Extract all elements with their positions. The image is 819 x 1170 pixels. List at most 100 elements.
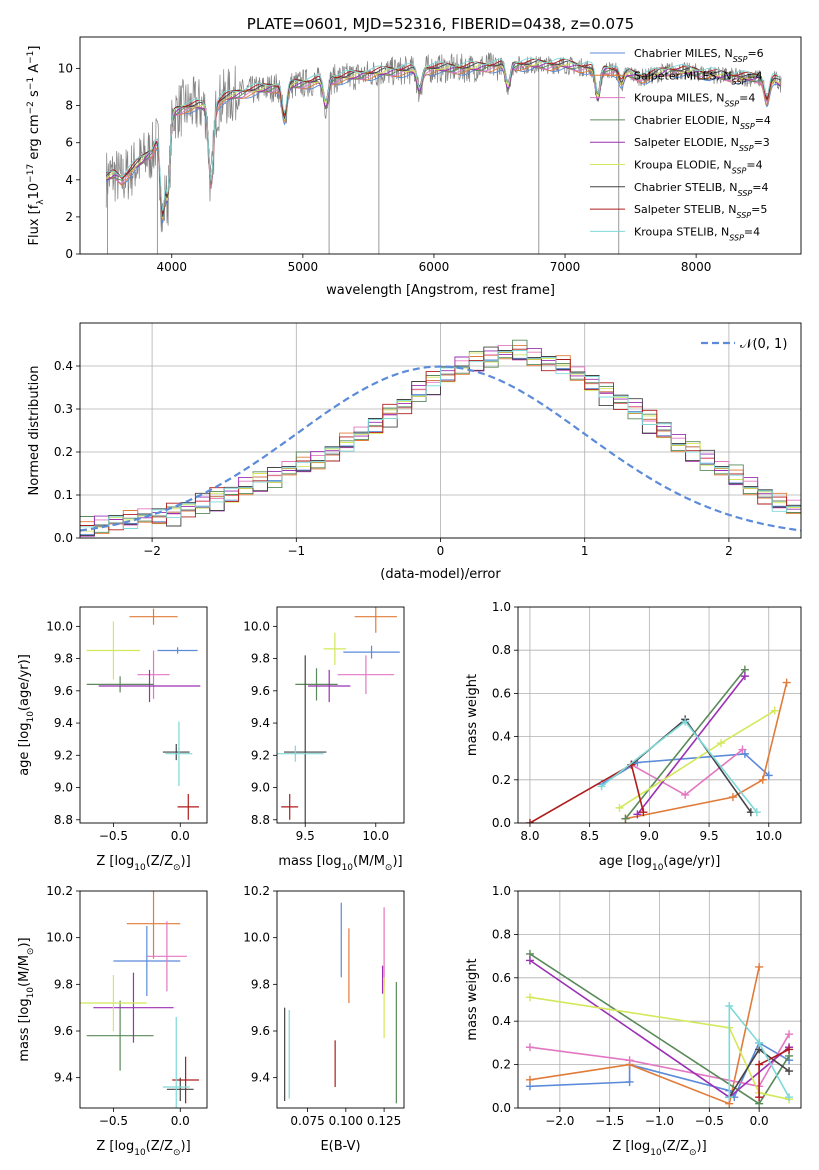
legend-label: Salpeter MILES, NSSP=4 (634, 69, 763, 86)
model-line-kroupa-miles (106, 64, 781, 218)
normal-curve (80, 365, 801, 532)
marker-kroupa-stelib (725, 1093, 734, 1102)
label-part: 10 (342, 863, 354, 873)
x-tick-label: 0.0 (750, 1114, 769, 1128)
age_vs_mass-axes: 9.5 10.0 8.8 9.0 9.2 9.4 9.6 9.8 10.0 (243, 619, 389, 843)
age_vs_mass-points (277, 607, 400, 823)
chart-title: PLATE=0601, MJD=52316, FIBERID=0438, z=0… (247, 15, 634, 33)
y-axis-label: Normed distribution (27, 366, 42, 496)
y-tick-label: 4 (65, 173, 73, 187)
label-part: 10 (26, 987, 36, 999)
label-part: 10 (652, 863, 664, 873)
label-part: (age/yr)] (17, 654, 32, 711)
label-part: (age/yr)] (663, 854, 720, 869)
legend-label-sub: SSP (733, 55, 748, 64)
marker-salpeter-elodie (740, 672, 749, 681)
y-tick-label: 6 (65, 136, 73, 150)
legend-label-sub: SSP (724, 99, 739, 108)
label-part: mass [ (17, 1018, 32, 1061)
label-part: log (114, 854, 134, 869)
label-part: mass weight (465, 674, 480, 756)
label-part: Normed distribution (27, 366, 42, 496)
mass_vs_z-axes: −0.5 0.0 9.4 9.6 9.8 10.0 10.2 (46, 884, 190, 1128)
legend-label-value: =4 (755, 114, 771, 127)
y-tick-label: 10.0 (46, 931, 73, 945)
legend-label: Kroupa STELIB, NSSP=4 (634, 225, 760, 242)
weight_vs_z-frame (517, 890, 802, 1109)
y-axis-label: mass [log10(M/M⊙)] (17, 937, 36, 1061)
legend-label: Chabrier STELIB, NSSP=4 (634, 181, 768, 198)
y-tick-label: 0.6 (492, 971, 511, 985)
x-axis-label: Z [log10(Z/Z⊙)] (612, 1139, 706, 1158)
label-part: ⊙ (385, 863, 393, 873)
y-tick-label: 8.8 (251, 813, 270, 827)
y-tick-label: 9.8 (54, 652, 73, 666)
label-part: E(B-V) (320, 1139, 360, 1154)
legend-label: Chabrier MILES, NSSP=6 (634, 47, 764, 64)
age_vs_z-frame (79, 606, 208, 824)
y-tick-label: 10.0 (46, 619, 73, 633)
mass_vs_z-points (80, 891, 199, 1108)
y-tick-label: 9.6 (251, 1024, 270, 1038)
y-tick-label: 9.2 (54, 748, 73, 762)
x-tick-label: −2.0 (545, 1114, 574, 1128)
spectrum-lines (105, 52, 782, 254)
label-part: Z [ (612, 1139, 630, 1154)
label-part: −1 (26, 51, 36, 64)
marker-kroupa-stelib (725, 1002, 734, 1011)
legend-label-main: Salpeter ELODIE, N (634, 136, 739, 149)
series-line-salpeter-elodie (636, 675, 746, 815)
mass_vs_ebv-axes: 0.075 0.100 0.125 9.4 9.6 9.8 10.0 10.2 (243, 884, 401, 1128)
marker-kroupa-stelib (752, 808, 761, 817)
mass_vs_ebv-frame (276, 890, 405, 1109)
legend-label-value: =3 (754, 136, 770, 149)
y-tick-label: 8 (65, 99, 73, 113)
mass_vs_z-frame (79, 890, 208, 1109)
marker-chabrier-miles (625, 1077, 634, 1086)
legend-label-value: =5 (751, 203, 767, 216)
x-tick-label: 0.0 (171, 829, 190, 843)
label-part: 10 (650, 1148, 662, 1158)
label-part: ] (27, 46, 42, 51)
weight_vs_z-series (525, 949, 794, 1108)
marker-salpeter-miles (525, 1075, 534, 1084)
age_vs_z-points (86, 608, 201, 820)
y-tick-label: 0.4 (492, 730, 511, 744)
label-part: log (630, 1139, 650, 1154)
marker-chabrier-miles (764, 771, 773, 780)
y-tick-label: 0.1 (54, 488, 73, 502)
marker-salpeter-stelib (639, 808, 648, 817)
y-tick-label: 1.0 (492, 884, 511, 898)
y-tick-label: 9.0 (54, 781, 73, 795)
series-line-salpeter-miles (625, 682, 788, 820)
model-line-chabrier-stelib (105, 59, 781, 217)
legend-label-sub: SSP (736, 211, 751, 220)
x-tick-label: 6000 (419, 260, 450, 274)
label-part: Z [ (96, 854, 114, 869)
legend-label-value: =4 (752, 181, 768, 194)
residuals-frame (79, 322, 802, 539)
label-part: )] (392, 854, 402, 869)
label-part: (Z/Z (146, 854, 173, 869)
marker-salpeter-elodie (525, 956, 534, 965)
label-part: (M/M (353, 854, 385, 869)
weight_vs_age-axes: 8.0 8.5 9.0 9.5 10.0 0.0 0.2 0.4 0.6 0.8 1.0 (492, 600, 801, 843)
label-part: log (17, 723, 32, 743)
x-axis-label: Z [log10(Z/Z⊙)] (96, 854, 190, 873)
marker-salpeter-miles (782, 678, 791, 687)
legend-label-main: Kroupa ELODIE, N (634, 159, 732, 172)
y-tick-label: 10 (58, 62, 73, 76)
age_vs_mass-frame (276, 606, 405, 824)
marker-kroupa-stelib (785, 1093, 794, 1102)
y-tick-label: 9.6 (54, 684, 73, 698)
y-tick-label: 0.6 (492, 686, 511, 700)
label-part: A (27, 64, 42, 77)
legend-label-sub: SSP (738, 188, 753, 197)
y-tick-label: 0 (65, 247, 73, 261)
x-tick-label: 9.0 (640, 829, 659, 843)
legend-label-value: =4 (744, 225, 760, 238)
histograms (80, 339, 801, 537)
legend-label-main: Kroupa STELIB, N (634, 225, 729, 238)
label-part: ⊙ (26, 948, 36, 956)
x-tick-label: 5000 (288, 260, 319, 274)
